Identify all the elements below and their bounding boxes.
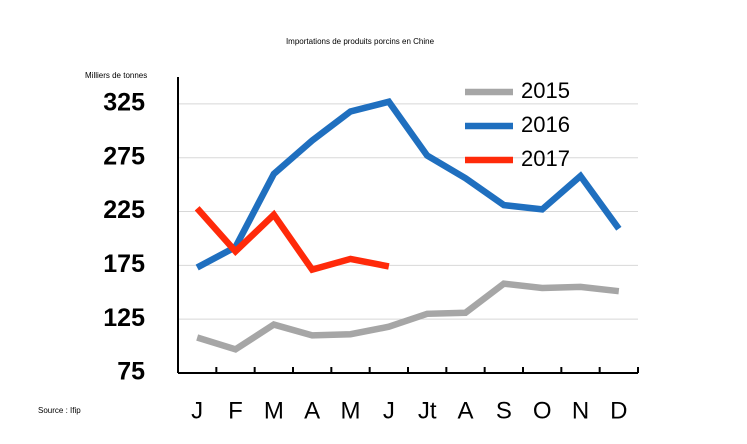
series-line: [195, 98, 622, 271]
x-tick-label: M: [264, 397, 284, 424]
y-tick-label: 125: [103, 304, 145, 332]
y-tick-label: 175: [103, 250, 145, 278]
x-tick-label: N: [572, 397, 589, 424]
y-tick-label: 225: [103, 196, 145, 224]
y-tick-label: 275: [103, 142, 145, 170]
source-note: Source : Ifip: [38, 406, 81, 415]
legend-label: 2017: [521, 146, 570, 171]
x-tick-label: M: [341, 397, 361, 424]
legend-label: 2016: [521, 112, 570, 137]
x-tick-label: J: [191, 397, 203, 424]
x-tick-label: F: [228, 397, 243, 424]
x-tick-label: A: [304, 397, 320, 424]
x-tick-label: D: [610, 397, 627, 424]
x-tick-label: Jt: [418, 397, 437, 424]
chart-title: Importations de produits porcins en Chin…: [286, 37, 435, 46]
series-line: [194, 206, 390, 274]
y-axis-label: Milliers de tonnes: [85, 71, 147, 80]
x-tick-label: J: [383, 397, 395, 424]
y-tick-label: 325: [103, 89, 145, 117]
x-tick-label: A: [457, 397, 473, 424]
x-tick-label: S: [496, 397, 512, 424]
legend-label: 2015: [521, 78, 570, 103]
y-tick-label: 75: [117, 358, 145, 386]
series-line: [196, 280, 620, 353]
x-tick-label: O: [533, 397, 552, 424]
